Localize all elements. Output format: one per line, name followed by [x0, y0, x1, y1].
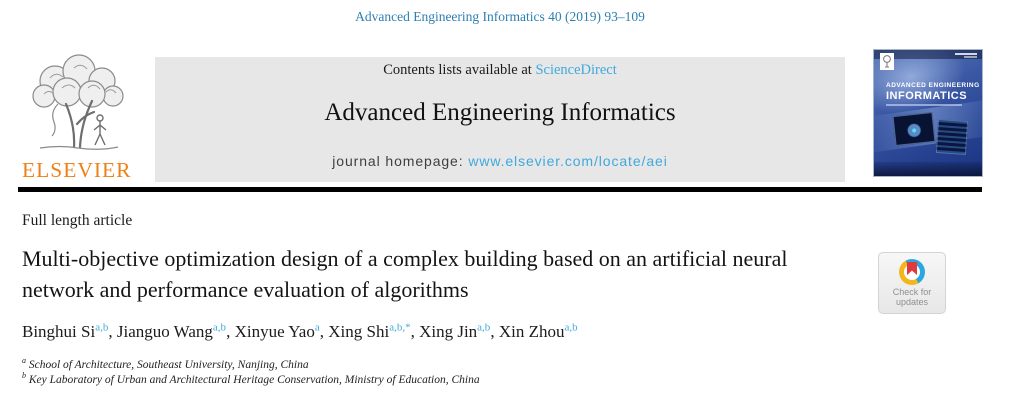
affiliation: b Key Laboratory of Urban and Architectu… [22, 371, 480, 386]
cover-bottom-shade [874, 162, 982, 176]
cover-screen-graphic-1 [892, 111, 936, 147]
article-title: Multi-objective optimization design of a… [22, 246, 788, 302]
separator-rule [18, 187, 982, 192]
cover-top-band [874, 50, 982, 59]
elsevier-logo: ELSEVIER [22, 54, 142, 183]
article-type-label: Full length article [22, 212, 133, 229]
author: Jianguo Wanga,b [116, 321, 227, 341]
elsevier-tree-icon [32, 54, 124, 150]
contents-prefix: Contents lists available at [383, 62, 536, 78]
cover-issue-text-placeholder2 [964, 56, 977, 58]
contents-line: Contents lists available at ScienceDirec… [155, 62, 845, 79]
author: Xing Shia,b,* [328, 321, 411, 341]
badge-label-line1: Check for [892, 287, 932, 297]
author: Xing Jina,b [419, 321, 491, 341]
homepage-prefix: journal homepage: [332, 153, 469, 169]
cover-elsevier-mini-logo [880, 53, 894, 70]
author: Xinyue Yaoa [234, 321, 320, 341]
mini-tree-icon [883, 55, 891, 68]
badge-label-line2: updates [895, 297, 929, 307]
journal-cover-thumbnail: ADVANCED ENGINEERING INFORMATICS [874, 50, 982, 176]
cover-issue-text-placeholder [955, 53, 977, 55]
check-for-updates-badge[interactable]: Check for updates [878, 252, 946, 314]
journal-citation-link[interactable]: Advanced Engineering Informatics 40 (201… [355, 9, 645, 24]
journal-homepage-link[interactable]: www.elsevier.com/locate/aei [468, 153, 668, 169]
cover-screen-graphic-2 [935, 118, 969, 156]
badge-label: Check for updates [879, 287, 945, 307]
crossmark-icon [899, 259, 925, 285]
journal-header-banner: Contents lists available at ScienceDirec… [155, 57, 845, 182]
sciencedirect-link[interactable]: ScienceDirect [535, 62, 617, 78]
cover-title-line1: ADVANCED ENGINEERING [886, 82, 980, 89]
elsevier-wordmark: ELSEVIER [22, 158, 132, 182]
affiliations: a School of Architecture, Southeast Univ… [22, 356, 480, 388]
homepage-line: journal homepage: www.elsevier.com/locat… [155, 153, 845, 169]
bookmark-icon [907, 262, 917, 275]
cover-title-line2: INFORMATICS [886, 90, 968, 102]
journal-title: Advanced Engineering Informatics [324, 99, 676, 126]
authors-line: Binghui Sia,b, Jianguo Wanga,b, Xinyue Y… [22, 321, 578, 341]
author: Xin Zhoua,b [498, 321, 578, 341]
author: Binghui Sia,b [22, 321, 109, 341]
affiliation: a School of Architecture, Southeast Univ… [22, 356, 309, 371]
cover-tagline-placeholder [886, 104, 962, 106]
